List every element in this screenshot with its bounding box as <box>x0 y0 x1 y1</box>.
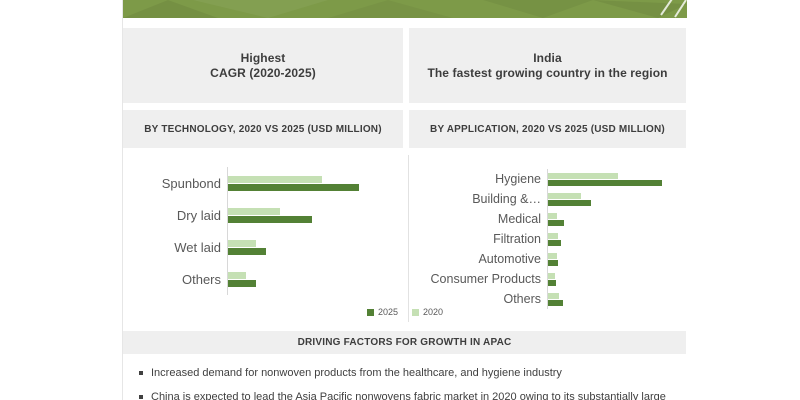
chart-row: Filtration <box>409 229 686 249</box>
chart-row: Medical <box>409 209 686 229</box>
highlight-box-cagr: Highest CAGR (2020-2025) <box>123 28 403 103</box>
bar-2020 <box>548 252 558 259</box>
chart-row: Consumer Products <box>409 269 686 289</box>
bar-2025 <box>548 299 563 306</box>
chart-row: Dry laid <box>123 199 408 231</box>
category-label: Building &… <box>472 192 541 206</box>
bar-2025 <box>228 247 266 255</box>
chart-row: Building &… <box>409 189 686 209</box>
bar-group <box>547 249 686 269</box>
bar-group <box>227 231 408 263</box>
category-label: Wet laid <box>174 239 221 255</box>
list-item: China is expected to lead the Asia Pacif… <box>139 390 679 400</box>
application-bar-chart: Hygiene Building &… Medical Filtration Autom… <box>409 155 686 322</box>
category-label: Consumer Products <box>430 272 541 286</box>
content-column: Highest CAGR (2020-2025) India The faste… <box>122 0 687 400</box>
header-band-texture <box>123 0 687 18</box>
bar-2020 <box>548 232 559 239</box>
legend-label-2025: 2025 <box>377 307 398 317</box>
bar-group <box>547 289 686 309</box>
bar-group <box>227 263 408 295</box>
chart-row: Hygiene <box>409 169 686 189</box>
bar-2025 <box>228 183 359 191</box>
category-label: Automotive <box>478 252 541 266</box>
chart-panel-technology: Spunbond Dry laid Wet laid Others <box>123 155 409 322</box>
chart-row: Spunbond <box>123 167 408 199</box>
bar-2025 <box>548 279 556 286</box>
chart-legend: 2025 2020 <box>123 307 687 317</box>
category-label: Hygiene <box>495 172 541 186</box>
bullet-icon <box>139 395 143 399</box>
legend-swatch-2020-icon <box>412 308 419 316</box>
legend-item-2020: 2020 <box>412 307 443 317</box>
category-label: Medical <box>497 212 541 226</box>
legend-swatch-2025-icon <box>366 308 374 316</box>
bar-2025 <box>548 239 561 246</box>
chart-row: Automotive <box>409 249 686 269</box>
bar-2020 <box>228 239 256 247</box>
driving-factors-list: Increased demand for nonwoven products f… <box>139 366 679 400</box>
list-item: Increased demand for nonwoven products f… <box>139 366 679 380</box>
bullet-icon <box>139 371 143 375</box>
bullet-text: Increased demand for nonwoven products f… <box>151 367 562 379</box>
legend-label-2020: 2020 <box>423 307 444 317</box>
category-label: Spunbond <box>161 175 221 191</box>
highlight-subtitle: CAGR (2020-2025) <box>210 65 316 80</box>
bar-2020 <box>548 272 555 279</box>
bar-group <box>227 199 408 231</box>
bar-group <box>227 167 408 199</box>
highlight-subtitle: The fastest growing country in the regio… <box>427 65 668 80</box>
bar-2020 <box>228 271 247 279</box>
category-label: Filtration <box>493 232 541 246</box>
legend-item-2025: 2025 <box>366 307 398 317</box>
chart-row: Wet laid <box>123 231 408 263</box>
bar-2020 <box>548 292 560 299</box>
bar-group <box>547 169 686 189</box>
bar-group <box>547 189 686 209</box>
category-label: Dry laid <box>176 207 221 223</box>
logo-mark-icon <box>660 0 687 18</box>
bar-2020 <box>548 212 558 219</box>
chart-row: Others <box>123 263 408 295</box>
technology-bar-chart: Spunbond Dry laid Wet laid Others <box>123 155 408 322</box>
highlight-title: India <box>533 50 562 65</box>
section-header-application: BY APPLICATION, 2020 VS 2025 (USD MILLIO… <box>409 110 686 148</box>
bar-2025 <box>228 279 256 287</box>
bar-group <box>547 269 686 289</box>
category-label: Others <box>503 292 541 306</box>
bar-2025 <box>548 179 662 186</box>
section-header-technology: BY TECHNOLOGY, 2020 VS 2025 (USD MILLION… <box>123 110 403 148</box>
header-band <box>123 0 687 18</box>
bar-2020 <box>548 192 582 199</box>
bullet-text: China is expected to lead the Asia Pacif… <box>151 391 666 400</box>
bar-2025 <box>548 199 592 206</box>
chart-row: Others <box>409 289 686 309</box>
bar-2020 <box>548 172 618 179</box>
driving-factors-header: DRIVING FACTORS FOR GROWTH IN APAC <box>123 331 686 354</box>
bar-2025 <box>548 259 559 266</box>
bar-group <box>547 229 686 249</box>
bar-2020 <box>228 175 323 183</box>
bar-2025 <box>228 215 312 223</box>
chart-panel-application: Hygiene Building &… Medical Filtration Autom… <box>409 155 686 322</box>
highlight-title: Highest <box>240 50 286 65</box>
bar-2020 <box>228 207 281 215</box>
bar-group <box>547 209 686 229</box>
bar-2025 <box>548 219 564 226</box>
highlight-box-india: India The fastest growing country in the… <box>409 28 686 103</box>
category-label: Others <box>181 271 221 287</box>
